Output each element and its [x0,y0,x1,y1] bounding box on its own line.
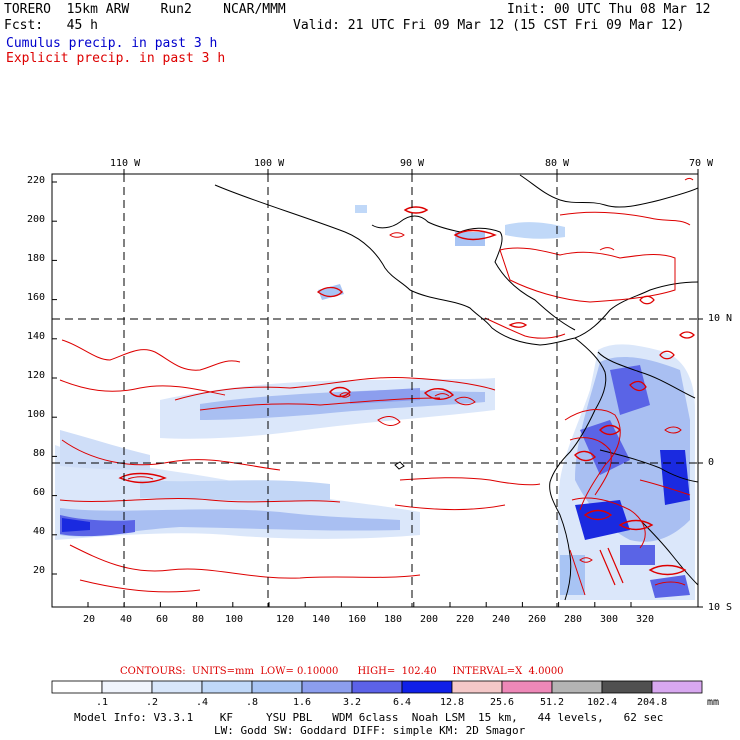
colorbar-label: 25.6 [490,697,515,708]
physics-info: LW: Godd SW: Goddard DIFF: simple KM: 2D… [214,724,526,737]
top-lon-label: 70 W [689,158,714,169]
bottom-x-label: 180 [384,614,403,625]
colorbar-label: .4 [196,697,209,708]
colorbar-label: .2 [146,697,159,708]
colorbar-unit: mm [707,697,720,708]
colorbar-label: 51.2 [540,697,565,708]
colorbar-label: 204.8 [637,697,668,708]
bottom-x-label: 20 [83,614,96,625]
bottom-x-label: 160 [348,614,367,625]
model-info: Model Info: V3.3.1 KF YSU PBL WDM 6class… [74,711,664,724]
right-lat-label: 0 [708,457,715,468]
explicit-precip-contours [59,178,695,596]
bottom-x-label: 240 [492,614,511,625]
forecast-hour: Fcst: 45 h [4,18,98,33]
left-y-label: 120 [27,370,46,381]
top-lon-label: 80 W [545,158,570,169]
left-y-label: 180 [27,253,46,264]
bottom-x-label: 320 [636,614,655,625]
colorbar-swatch [51,680,103,694]
left-y-label: 160 [27,292,46,303]
legend-cumulus: Cumulus precip. in past 3 h [6,36,218,51]
graticule [52,174,698,607]
left-y-label: 60 [33,487,46,498]
bottom-x-label: 220 [456,614,475,625]
colorbar-label: 3.2 [343,697,362,708]
colorbar [51,680,703,694]
colorbar-label: 1.6 [293,697,312,708]
top-lon-label: 90 W [400,158,425,169]
colorbar-label: 6.4 [393,697,412,708]
colorbar-swatch [351,680,403,694]
bottom-x-label: 100 [225,614,244,625]
bottom-x-label: 120 [276,614,295,625]
axis-ticks [52,169,703,608]
colorbar-swatch [201,680,253,694]
coastlines [214,174,698,601]
cumulus-precip-shading [55,205,695,600]
colorbar-label: 12.8 [440,697,465,708]
colorbar-label: 102.4 [587,697,618,708]
left-y-label: 20 [33,565,46,576]
legend-explicit: Explicit precip. in past 3 h [6,51,226,66]
init-time: Init: 00 UTC Thu 08 Mar 12 [507,2,711,17]
valid-time: Valid: 21 UTC Fri 09 Mar 12 (15 CST Fri … [293,18,685,33]
colorbar-label: .1 [96,697,109,708]
colorbar-label: .8 [246,697,259,708]
colorbar-swatch [451,680,503,694]
left-y-label: 140 [27,331,46,342]
plot-frame [51,173,699,608]
top-lon-label: 110 W [110,158,141,169]
left-y-label: 200 [27,214,46,225]
colorbar-swatch [251,680,303,694]
right-lat-label: 10 S [708,602,733,613]
bottom-x-label: 280 [564,614,583,625]
bottom-x-label: 200 [420,614,439,625]
colorbar-swatch [651,680,703,694]
bottom-x-label: 260 [528,614,547,625]
colorbar-swatch [301,680,353,694]
left-y-label: 40 [33,526,46,537]
colorbar-swatch [551,680,603,694]
colorbar-swatch [501,680,553,694]
top-lon-label: 100 W [254,158,285,169]
left-y-label: 100 [27,409,46,420]
left-y-label: 80 [33,448,46,459]
bottom-x-label: 40 [120,614,133,625]
bottom-x-label: 80 [192,614,205,625]
bottom-x-label: 60 [156,614,169,625]
bottom-x-label: 140 [312,614,331,625]
right-lat-label: 10 N [708,313,733,324]
model-title: TORERO 15km ARW Run2 NCAR/MMM [4,2,286,17]
colorbar-swatch [101,680,153,694]
bottom-x-label: 300 [600,614,619,625]
colorbar-swatch [401,680,453,694]
colorbar-swatch [151,680,203,694]
contour-info: CONTOURS: UNITS=mm LOW= 0.10000 HIGH= 10… [120,666,564,677]
left-y-label: 220 [27,175,46,186]
colorbar-swatch [601,680,653,694]
